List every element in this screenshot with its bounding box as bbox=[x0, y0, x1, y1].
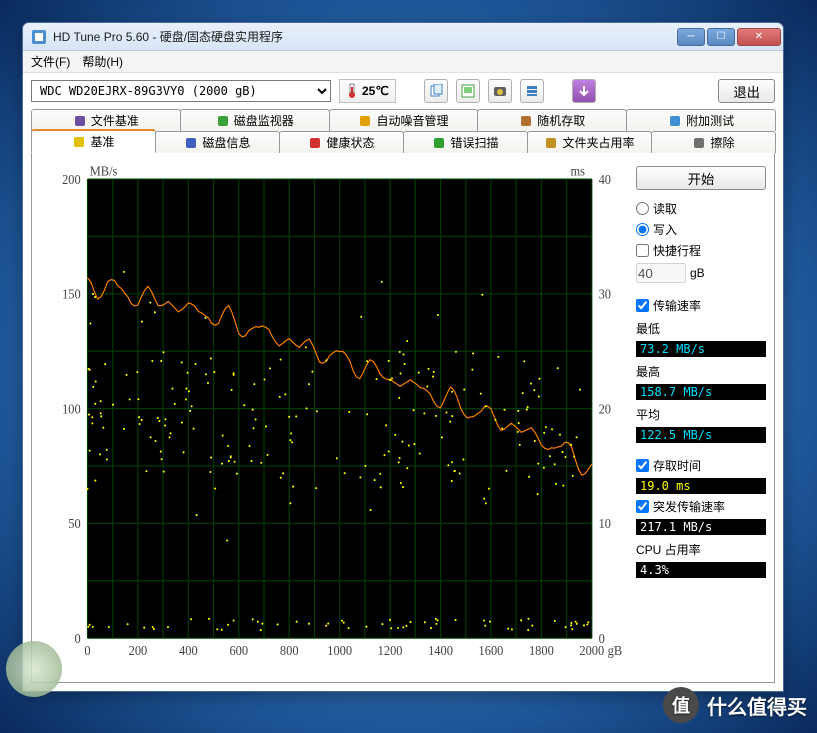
tab-icon bbox=[216, 114, 230, 128]
svg-text:600: 600 bbox=[229, 644, 248, 658]
svg-text:0: 0 bbox=[74, 632, 80, 646]
tab-back-1[interactable]: 磁盘监视器 bbox=[180, 109, 330, 131]
svg-text:400: 400 bbox=[179, 644, 198, 658]
watermark-badge: 值 bbox=[663, 687, 699, 723]
copy-screenshot-button[interactable] bbox=[456, 79, 480, 103]
tab-front-4[interactable]: 文件夹占用率 bbox=[527, 131, 652, 153]
toolbar: WDC WD20EJRX-89G3VY0 (2000 gB) 25℃ 退出 bbox=[23, 73, 783, 109]
benchmark-chart: 050100150200MB/s010203040ms0200400600800… bbox=[40, 160, 628, 674]
burst-value: 217.1 MB/s bbox=[636, 519, 766, 535]
svg-text:MB/s: MB/s bbox=[90, 164, 118, 178]
svg-text:2000: 2000 bbox=[579, 644, 604, 658]
tab-icon bbox=[358, 114, 372, 128]
svg-text:1200: 1200 bbox=[378, 644, 403, 658]
svg-text:150: 150 bbox=[62, 287, 81, 301]
tab-front-1[interactable]: 磁盘信息 bbox=[155, 131, 280, 153]
svg-text:gB: gB bbox=[608, 644, 623, 658]
exit-button[interactable]: 退出 bbox=[718, 79, 775, 103]
tab-front-5[interactable]: 擦除 bbox=[651, 131, 776, 153]
access-value: 19.0 ms bbox=[636, 478, 766, 494]
watermark-left bbox=[6, 641, 62, 697]
window-title: HD Tune Pro 5.60 - 硬盘/固态硬盘实用程序 bbox=[53, 28, 677, 45]
start-button[interactable]: 开始 bbox=[636, 166, 766, 190]
svg-text:100: 100 bbox=[62, 402, 81, 416]
svg-text:50: 50 bbox=[68, 517, 80, 531]
titlebar[interactable]: HD Tune Pro 5.60 - 硬盘/固态硬盘实用程序 ─ ☐ ✕ bbox=[23, 23, 783, 51]
menu-file[interactable]: 文件(F) bbox=[31, 53, 70, 70]
avg-value: 122.5 MB/s bbox=[636, 427, 766, 443]
short-stroke-value bbox=[636, 263, 686, 283]
avg-label: 平均 bbox=[636, 406, 766, 423]
menubar: 文件(F) 帮助(H) bbox=[23, 51, 783, 73]
tab-front-0[interactable]: 基准 bbox=[31, 129, 156, 153]
copy-info-button[interactable] bbox=[424, 79, 448, 103]
app-icon bbox=[31, 29, 47, 45]
access-time-check[interactable]: 存取时间 bbox=[636, 457, 766, 474]
tab-back-3[interactable]: 随机存取 bbox=[477, 109, 627, 131]
menu-help[interactable]: 帮助(H) bbox=[82, 53, 123, 70]
svg-text:800: 800 bbox=[280, 644, 299, 658]
tab-row-back: 文件基准磁盘监视器自动噪音管理随机存取附加测试 bbox=[31, 109, 775, 131]
svg-text:10: 10 bbox=[599, 517, 611, 531]
svg-text:1000: 1000 bbox=[327, 644, 352, 658]
drive-select[interactable]: WDC WD20EJRX-89G3VY0 (2000 gB) bbox=[31, 80, 331, 102]
tab-icon bbox=[73, 114, 87, 128]
app-window: HD Tune Pro 5.60 - 硬盘/固态硬盘实用程序 ─ ☐ ✕ 文件(… bbox=[22, 22, 784, 692]
side-panel: 开始 读取 写入 快捷行程 gB 传输速率 最低 73.2 MB/s 最高 15… bbox=[636, 160, 766, 674]
thermometer-icon bbox=[346, 83, 358, 99]
write-radio[interactable]: 写入 bbox=[636, 221, 766, 238]
transfer-rate-check[interactable]: 传输速率 bbox=[636, 297, 766, 314]
tab-icon bbox=[308, 136, 322, 150]
min-label: 最低 bbox=[636, 320, 766, 337]
tab-icon bbox=[519, 114, 533, 128]
svg-text:1400: 1400 bbox=[428, 644, 453, 658]
max-value: 158.7 MB/s bbox=[636, 384, 766, 400]
cpu-value: 4.3% bbox=[636, 562, 766, 578]
max-label: 最高 bbox=[636, 363, 766, 380]
tab-front-3[interactable]: 错误扫描 bbox=[403, 131, 528, 153]
temperature-value: 25℃ bbox=[362, 84, 389, 98]
min-value: 73.2 MB/s bbox=[636, 341, 766, 357]
options-button[interactable] bbox=[520, 79, 544, 103]
svg-text:1600: 1600 bbox=[479, 644, 504, 658]
svg-text:200: 200 bbox=[129, 644, 148, 658]
svg-text:1800: 1800 bbox=[529, 644, 554, 658]
tab-icon bbox=[432, 136, 446, 150]
svg-text:ms: ms bbox=[571, 164, 586, 178]
tab-icon bbox=[692, 136, 706, 150]
short-stroke-check[interactable]: 快捷行程 bbox=[636, 242, 766, 259]
tab-back-2[interactable]: 自动噪音管理 bbox=[329, 109, 479, 131]
tab-front-2[interactable]: 健康状态 bbox=[279, 131, 404, 153]
save-screenshot-button[interactable] bbox=[488, 79, 512, 103]
cpu-label: CPU 占用率 bbox=[636, 541, 766, 558]
temperature-display: 25℃ bbox=[339, 79, 396, 103]
tab-back-4[interactable]: 附加测试 bbox=[626, 109, 776, 131]
svg-text:0: 0 bbox=[84, 644, 90, 658]
watermark-text: 什么值得买 bbox=[707, 691, 807, 720]
tab-icon bbox=[668, 114, 682, 128]
burst-rate-check[interactable]: 突发传输速率 bbox=[636, 498, 766, 515]
tab-row-front: 基准磁盘信息健康状态错误扫描文件夹占用率擦除 bbox=[31, 131, 775, 153]
tab-back-0[interactable]: 文件基准 bbox=[31, 109, 181, 131]
read-radio[interactable]: 读取 bbox=[636, 200, 766, 217]
close-button[interactable]: ✕ bbox=[737, 28, 781, 46]
short-stroke-unit: gB bbox=[690, 266, 705, 280]
maximize-button[interactable]: ☐ bbox=[707, 28, 735, 46]
svg-text:30: 30 bbox=[599, 287, 611, 301]
tab-icon bbox=[544, 136, 558, 150]
svg-text:200: 200 bbox=[62, 173, 81, 187]
watermark: 值 什么值得买 bbox=[663, 687, 807, 723]
save-button[interactable] bbox=[572, 79, 596, 103]
tab-icon bbox=[72, 135, 86, 149]
minimize-button[interactable]: ─ bbox=[677, 28, 705, 46]
svg-text:40: 40 bbox=[599, 173, 611, 187]
tab-icon bbox=[184, 136, 198, 150]
svg-text:20: 20 bbox=[599, 402, 611, 416]
